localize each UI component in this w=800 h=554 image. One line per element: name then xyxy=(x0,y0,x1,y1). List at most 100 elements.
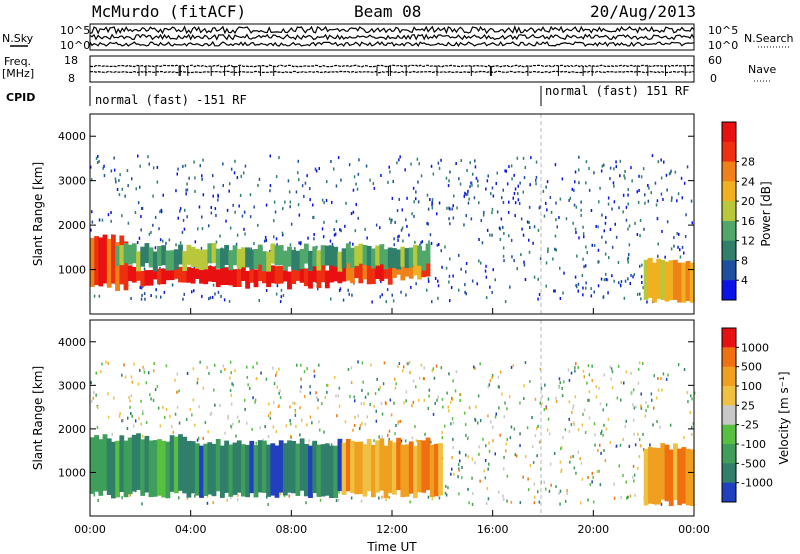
echo-cell xyxy=(577,289,579,293)
echo-cell xyxy=(633,473,636,477)
echo-cell xyxy=(494,278,496,282)
echo-band-cell xyxy=(329,260,334,283)
echo-cell xyxy=(153,369,155,373)
echo-cell xyxy=(212,174,214,178)
echo-cell xyxy=(399,419,402,423)
echo-cell xyxy=(255,441,257,445)
echo-cell xyxy=(118,414,121,418)
echo-cell xyxy=(693,391,696,395)
echo-cell xyxy=(514,214,516,218)
echo-cell xyxy=(130,297,132,300)
echo-cell xyxy=(670,169,672,173)
echo-cell xyxy=(266,495,268,499)
echo-cell xyxy=(522,156,525,160)
echo-cell xyxy=(605,403,608,407)
echo-band-cell xyxy=(257,244,263,265)
echo-cell xyxy=(582,257,584,261)
echo-band-cell xyxy=(136,265,141,281)
echo-cell xyxy=(574,170,577,174)
echo-cell xyxy=(482,437,484,441)
echo-band-cell xyxy=(295,250,301,271)
echo-cell xyxy=(348,292,350,296)
echo-cell xyxy=(602,408,604,412)
echo-cell xyxy=(506,499,508,503)
echo-cell xyxy=(637,432,639,436)
echo-cell xyxy=(503,455,505,459)
echo-cell xyxy=(580,501,582,505)
echo-cell xyxy=(321,402,323,405)
echo-cell xyxy=(586,381,588,385)
echo-band-cell xyxy=(274,245,280,266)
echo-cell xyxy=(548,489,551,493)
echo-cell xyxy=(519,401,521,405)
echo-cell xyxy=(546,428,549,432)
echo-cell xyxy=(585,286,587,290)
echo-cell xyxy=(600,451,602,455)
echo-cell xyxy=(335,184,338,188)
echo-cell xyxy=(463,411,466,415)
echo-cell xyxy=(93,493,96,497)
echo-cell xyxy=(222,184,224,187)
echo-cell xyxy=(559,489,562,493)
echo-band-cell xyxy=(186,441,192,498)
echo-cell xyxy=(185,188,187,192)
echo-cell xyxy=(524,361,527,365)
echo-cell xyxy=(623,296,626,300)
echo-cell xyxy=(491,207,494,211)
echo-cell xyxy=(318,363,320,367)
echo-cell xyxy=(152,398,155,402)
echo-cell xyxy=(644,414,646,418)
echo-band-cell xyxy=(224,267,229,285)
echo-cell xyxy=(498,385,500,389)
echo-cell xyxy=(357,360,359,364)
echo-cell xyxy=(640,392,642,396)
echo-cell xyxy=(670,247,673,251)
echo-cell xyxy=(134,211,137,214)
echo-cell xyxy=(446,391,448,395)
echo-cell xyxy=(627,277,629,281)
echo-cell xyxy=(96,161,99,164)
echo-cell xyxy=(229,226,232,230)
echo-cell xyxy=(663,160,665,164)
echo-cell xyxy=(429,233,432,237)
echo-cell xyxy=(363,402,365,406)
echo-cell xyxy=(640,275,643,279)
echo-cell xyxy=(333,167,335,171)
echo-cell xyxy=(458,288,460,292)
echo-cell xyxy=(519,444,521,448)
echo-band-cell xyxy=(173,263,179,279)
echo-cell xyxy=(454,389,457,393)
echo-cell xyxy=(637,367,640,371)
echo-cell xyxy=(527,477,529,481)
echo-cell xyxy=(265,289,268,292)
echo-cell xyxy=(529,464,532,468)
echo-cell xyxy=(402,369,404,373)
echo-cell xyxy=(388,496,390,500)
echo-cell xyxy=(121,187,124,191)
echo-cell xyxy=(103,174,106,178)
echo-cell xyxy=(487,414,489,418)
echo-cell xyxy=(477,394,480,398)
echo-cell xyxy=(558,216,560,220)
echo-band-cell xyxy=(115,246,120,267)
echo-cell xyxy=(543,480,545,484)
echo-cell xyxy=(405,218,407,222)
echo-cell xyxy=(609,166,612,170)
echo-cell xyxy=(335,394,337,398)
echo-cell xyxy=(375,409,377,413)
echo-cell xyxy=(489,379,491,383)
echo-cell xyxy=(446,206,448,210)
echo-cell xyxy=(628,243,631,247)
echo-cell xyxy=(127,416,129,420)
echo-cell xyxy=(292,401,294,405)
echo-cell xyxy=(160,210,163,214)
echo-cell xyxy=(415,190,417,194)
echo-cell xyxy=(390,221,392,225)
echo-cell xyxy=(387,433,389,437)
echo-cell xyxy=(184,208,186,212)
freq-label-2: [MHz] xyxy=(2,67,34,80)
colorbar-frame xyxy=(721,327,737,503)
echo-band-cell xyxy=(207,442,213,495)
echo-cell xyxy=(679,255,682,259)
echo-cell xyxy=(201,177,203,181)
